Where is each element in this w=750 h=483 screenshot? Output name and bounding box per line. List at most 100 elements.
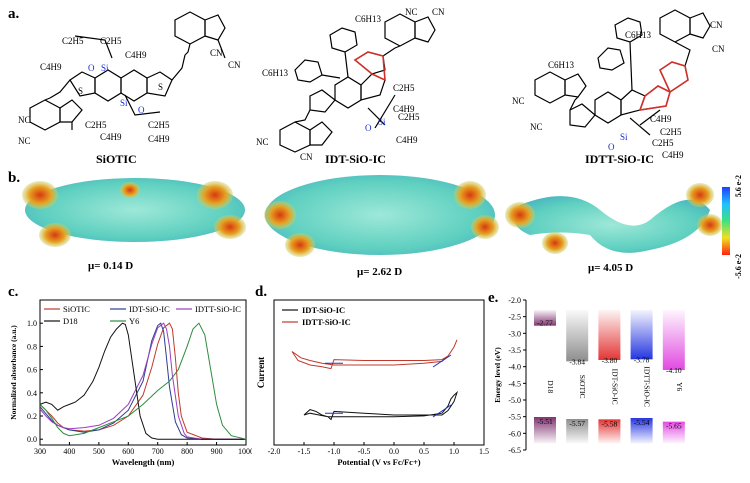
- esp-idtt-sio-ic: [505, 183, 723, 254]
- y-tick-label: -3.5: [508, 346, 521, 355]
- lumo-bar-idt-sio-ic: [598, 310, 621, 360]
- siotic-nc-2: NC: [18, 136, 31, 146]
- homo-value: -5.51: [537, 417, 553, 426]
- idtt-c4h9-1: C4H9: [650, 114, 672, 124]
- y-tick-label: -6.0: [508, 429, 521, 438]
- siotic-c4h9-top: C4H9: [125, 50, 147, 60]
- esp-surfaces: [22, 175, 730, 257]
- siotic-c2h5-top: C2H5: [62, 36, 84, 46]
- energy-level-chart: -2.0 -2.5 -3.0 -3.5 -4.0 -4.5 -5.0 -5.5 -6.0 -6.5…: [493, 296, 685, 455]
- legend-label: IDTT-SiO-IC: [195, 304, 241, 314]
- idtt-c4h9-2: C4H9: [662, 150, 684, 160]
- esp-scale-top: 5.6 e-2: [734, 175, 743, 198]
- idtt-nc-2: NC: [530, 122, 543, 132]
- lumo-bar-y6: [662, 310, 685, 370]
- idtt-nc-1: NC: [512, 96, 525, 106]
- idt-nc: NC: [405, 7, 418, 17]
- y-tick-label: 0.2: [27, 412, 37, 421]
- idt-c6h13-top: C6H13: [355, 14, 382, 24]
- siotic-c2h5-top2: C2H5: [100, 36, 122, 46]
- y-axis-label: Normalized absorbance (a.u.): [9, 325, 18, 420]
- x-tick-label: 0.5: [419, 447, 429, 456]
- molecule-name-siotic: SiOTIC: [96, 152, 137, 166]
- idtt-cn-2: CN: [712, 44, 725, 54]
- series-line-idtt-sio-ic: [39, 322, 246, 440]
- legend-label: IDTT-SiO-IC: [302, 317, 351, 327]
- series-line-d18: [39, 322, 246, 440]
- x-tick-label: 800: [181, 447, 193, 456]
- homo-bar-idt-sio-ic: [598, 419, 621, 444]
- x-tick-label: -1.5: [298, 447, 311, 456]
- legend-label: IDT-SiO-IC: [129, 304, 170, 314]
- cv-curve-idt-sio-ic: [303, 390, 459, 421]
- idt-o: O: [365, 123, 372, 133]
- x-tick-label: 400: [63, 447, 75, 456]
- homo-bar-siotic: [566, 419, 589, 444]
- idt-c6h13-left: C6H13: [262, 68, 289, 78]
- y-tick-label: -4.5: [508, 379, 521, 388]
- siotic-c4h9-left: C4H9: [40, 62, 62, 72]
- absorbance-chart: 300 400 500 600 700 800 900 1000 0.0 0.2 0.4 0.6 0.8…: [9, 299, 252, 467]
- dipole-idt-sio-ic: μ= 2.62 D: [357, 266, 403, 278]
- dipole-siotic: μ= 0.14 D: [88, 260, 134, 272]
- idtt-c2h5-2: C2H5: [652, 138, 674, 148]
- idtt-c6h13-left: C6H13: [548, 60, 575, 70]
- siotic-c4h9-bottom: C4H9: [100, 132, 122, 142]
- lumo-bar-siotic: [566, 310, 589, 362]
- y-tick-label: -5.5: [508, 413, 521, 422]
- idt-si: Si: [378, 117, 386, 127]
- homo-value: -5.65: [666, 422, 682, 431]
- idt-nc-bottom: NC: [256, 137, 269, 147]
- category-label-idtt-sio-ic: IDTT-SiO-IC: [643, 366, 652, 407]
- cv-chart: -2.0 -1.5 -1.0 -0.5 0.0 0.5 1.0 1.5 Potential (V…: [256, 299, 489, 467]
- x-tick-label: -1.0: [328, 447, 341, 456]
- siotic-nc-1: NC: [18, 115, 31, 125]
- siotic-c2h5-bottom2: C2H5: [148, 120, 170, 130]
- homo-value: -5.54: [634, 418, 650, 427]
- lumo-value: -3.84: [569, 357, 585, 366]
- lumo-value: -3.80: [602, 356, 618, 365]
- idtt-c2h5-1: C2H5: [660, 127, 682, 137]
- siotic-c4h9-bottom2: C4H9: [148, 134, 170, 144]
- idt-c2h5-2: C2H5: [398, 112, 420, 122]
- x-tick-label: 600: [122, 447, 134, 456]
- siotic-o-top: O: [88, 63, 95, 73]
- idt-cn: CN: [432, 7, 445, 17]
- x-axis-label: Potential (V vs Fc/Fc+): [337, 457, 420, 467]
- x-tick-label: 1.0: [449, 447, 459, 456]
- lumo-bar-d18: [534, 310, 556, 326]
- y-tick-label: -2.5: [508, 313, 521, 322]
- siotic-si-bottom: Si: [120, 98, 128, 108]
- legend-label: Y6: [129, 316, 139, 326]
- idt-c4h9-2: C4H9: [396, 135, 418, 145]
- homo-bar-y6: [662, 421, 685, 444]
- x-tick-label: 500: [93, 447, 105, 456]
- cv-curve-idtt-sio-ic: [291, 339, 458, 370]
- idt-c2h5-1: C2H5: [393, 83, 415, 93]
- x-axis-label: Wavelength (nm): [112, 457, 175, 467]
- y-tick-label: 0.4: [27, 389, 37, 398]
- panel-label-a: a.: [8, 6, 20, 22]
- idtt-cn-1: CN: [710, 20, 723, 30]
- y-tick-label: 0.0: [27, 435, 37, 444]
- lumo-value: -3.78: [634, 355, 650, 364]
- legend-label: D18: [63, 316, 78, 326]
- siotic-s-right: S: [158, 82, 163, 92]
- lumo-bar-idtt-sio-ic: [630, 310, 653, 360]
- x-tick-label: 300: [34, 447, 46, 456]
- lumo-value: -4.10: [666, 366, 682, 375]
- panel-label-d: d.: [255, 284, 268, 300]
- homo-value: -5.58: [602, 419, 618, 428]
- x-tick-label: -0.5: [358, 447, 371, 456]
- plot-frame: [39, 299, 247, 446]
- y-tick-label: -4.0: [508, 363, 521, 372]
- siotic-c2h5-bottom: C2H5: [85, 120, 107, 130]
- series-line-siotic: [39, 322, 246, 440]
- y-tick-label: -5.0: [508, 396, 521, 405]
- plot-frame: [273, 299, 485, 446]
- panel-label-b: b.: [8, 170, 21, 186]
- category-label-siotic: SiOTIC: [578, 375, 587, 399]
- category-label-idt-sio-ic: IDT-SiO-IC: [610, 369, 619, 405]
- series-line-idt-sio-ic: [39, 322, 246, 440]
- lumo-value: -2.77: [537, 319, 553, 328]
